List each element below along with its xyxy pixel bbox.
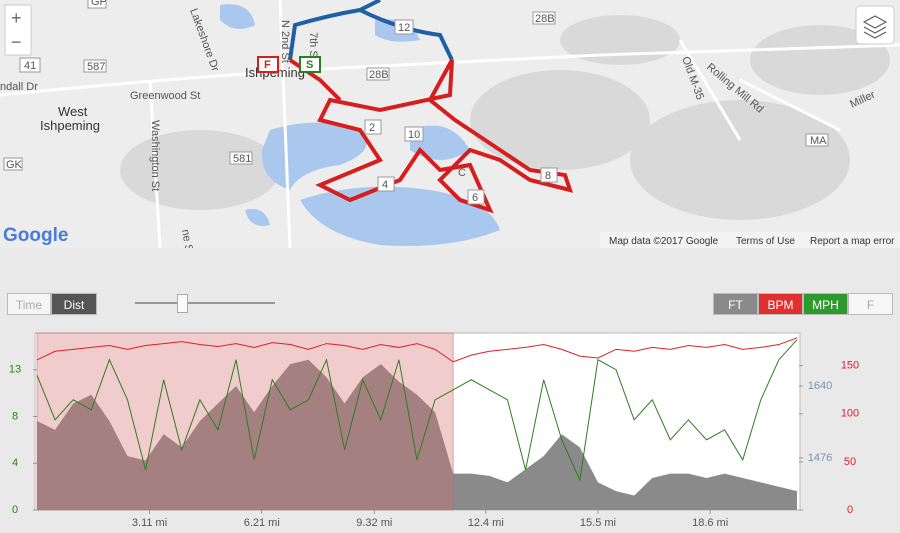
x-tick-label: 12.4 mi	[468, 517, 504, 529]
marker-label: 10	[408, 129, 420, 141]
shield-label: 581	[233, 153, 251, 165]
bpm-toggle[interactable]: BPM	[758, 293, 803, 315]
google-logo: Google	[3, 225, 68, 246]
time-toggle[interactable]: Time	[7, 293, 51, 315]
x-tick-label: 15.5 mi	[580, 517, 616, 529]
yticks-label: 13	[9, 364, 21, 376]
street-label: ne St	[179, 228, 195, 248]
shield-label: GK	[6, 159, 23, 171]
terms-link[interactable]: Terms of Use	[736, 236, 795, 247]
report-link[interactable]: Report a map error	[810, 236, 895, 247]
zoom-control[interactable]: + −	[4, 4, 32, 56]
y2ticks-label: 0	[847, 504, 853, 516]
street-label: Washington St	[149, 120, 161, 191]
series-line	[36, 337, 798, 363]
place-label: West	[58, 104, 88, 119]
attribution-bg	[600, 232, 900, 248]
ft-toggle[interactable]: FT	[713, 293, 758, 315]
street-label: N 2nd St	[279, 20, 291, 63]
map: West Ishpeming Ishpeming Greenwood St Wa…	[0, 0, 900, 248]
marker-label: 8	[545, 170, 551, 182]
markers: F S 2 10 4 6 8 C	[257, 56, 558, 205]
street-label: ndall Dr	[0, 81, 38, 93]
marker-label: S	[306, 59, 313, 71]
shield-label: 28B	[535, 13, 555, 25]
street-label: 7th St	[307, 32, 319, 61]
zoom-in[interactable]: +	[11, 8, 22, 28]
dist-toggle[interactable]: Dist	[51, 293, 97, 315]
place-label: Ishpeming	[40, 118, 100, 133]
street-label: Greenwood St	[130, 90, 200, 102]
series-line	[36, 339, 798, 482]
x-tick-label: 3.11 mi	[132, 517, 167, 529]
yticks-label: 0	[12, 504, 18, 516]
y3ticks-label: 1640	[808, 380, 832, 392]
shield-label: 587	[87, 61, 105, 73]
selection	[36, 332, 454, 511]
marker-label: 2	[369, 122, 375, 134]
y2ticks-label: 100	[841, 408, 859, 420]
shield-label: 28B	[369, 69, 389, 81]
shield-label: MA	[810, 135, 827, 147]
marker-label: 4	[382, 179, 388, 191]
f-toggle[interactable]: F	[848, 293, 893, 315]
chart: 0 4 8 13 1476 1640 0 50 100 150 3.11 mi 6.21 mi 9.32…	[9, 332, 859, 529]
y2ticks-label: 150	[841, 360, 859, 372]
shield-label: GP	[91, 0, 107, 8]
zoom-out[interactable]: −	[11, 32, 22, 52]
attribution: Map data ©2017 Google	[609, 236, 719, 247]
slider-track	[135, 302, 275, 304]
shield-label: 12	[398, 22, 410, 34]
marker-label: F	[264, 59, 271, 71]
shields: GP 587 41 581 GK 28B 28B 12 MA	[3, 0, 829, 171]
shield-label: 41	[24, 60, 36, 72]
x-tick-label: 9.32 mi	[356, 517, 392, 529]
y3ticks-label: 1476	[808, 452, 832, 464]
marker-label: C	[458, 167, 466, 179]
y2ticks-label: 50	[844, 456, 856, 468]
layers-button[interactable]	[855, 5, 895, 45]
x-tick-label: 6.21 mi	[244, 517, 280, 529]
yticks-label: 8	[12, 410, 18, 422]
yticks-label: 4	[12, 457, 18, 469]
x-tick-label: 18.6 mi	[692, 517, 728, 529]
elevation-area	[37, 359, 797, 510]
mph-toggle[interactable]: MPH	[803, 293, 848, 315]
slider-thumb[interactable]	[177, 294, 188, 313]
roads	[0, 0, 900, 248]
marker-label: 6	[472, 192, 478, 204]
